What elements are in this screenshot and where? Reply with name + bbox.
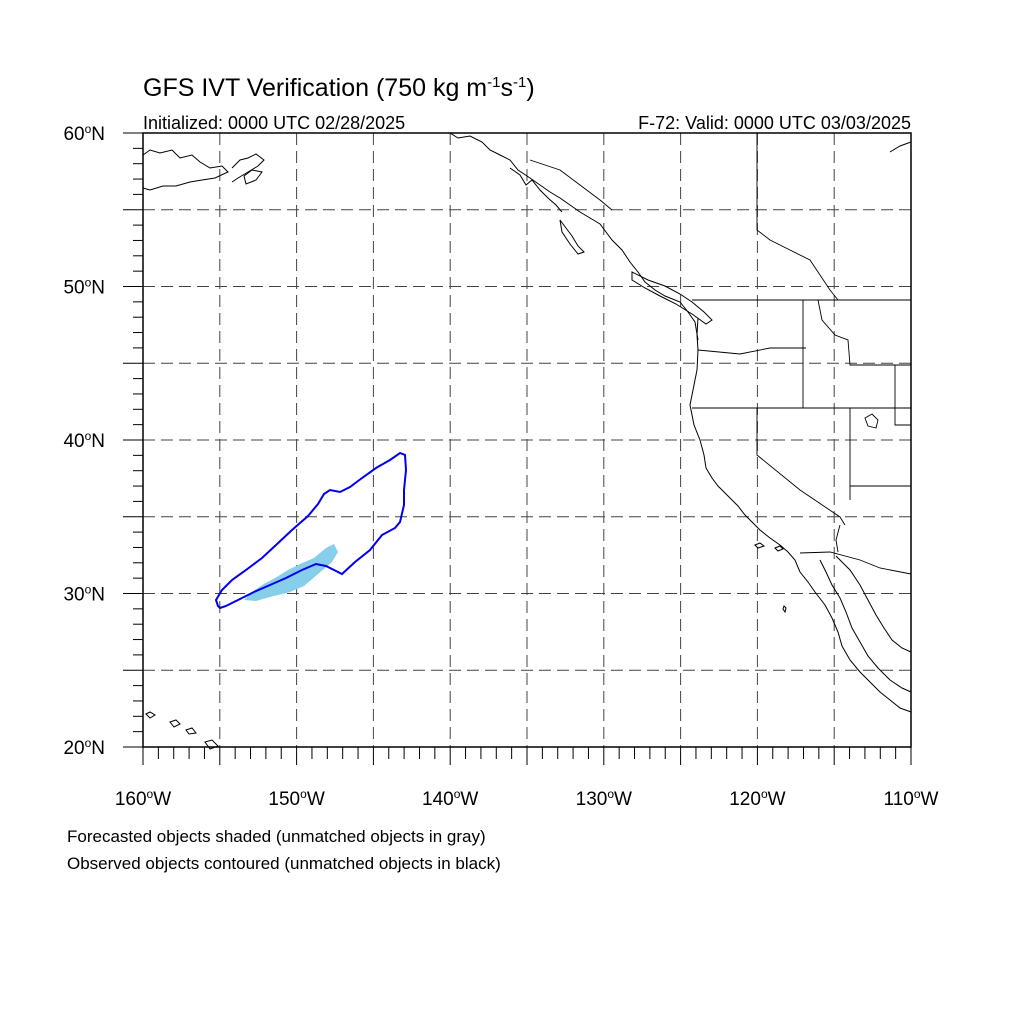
utah-east-border xyxy=(894,365,911,426)
lon-tick-label: 150oW xyxy=(268,787,324,810)
wa-or-border xyxy=(697,347,806,355)
great-salt-lake xyxy=(864,413,879,429)
latitude-labels: 60oN 50oN 40oN 30oN 20oN xyxy=(63,122,105,759)
hawaii-kauai xyxy=(145,711,156,719)
observed-legend-note: Observed objects contoured (unmatched ob… xyxy=(67,854,501,873)
colorado-river-border xyxy=(835,524,841,553)
hawaii-oahu xyxy=(169,719,181,728)
hawaii-maui xyxy=(185,727,197,735)
baja-east-coast xyxy=(819,559,912,693)
lon-tick-label: 120oW xyxy=(729,787,785,810)
guadalupe-island xyxy=(782,605,787,614)
map-border xyxy=(142,132,912,748)
forecast-legend-note: Forecasted objects shaded (unmatched obj… xyxy=(67,827,486,846)
graticule-grid xyxy=(143,133,911,747)
haida-gwaii xyxy=(559,219,585,255)
lat-tick-label: 60oN xyxy=(63,122,105,145)
forecast-object-shaded xyxy=(244,544,338,601)
kodiak-island xyxy=(243,169,263,185)
alexander-archipelago xyxy=(509,167,563,213)
mainland-mexico-coast xyxy=(835,555,912,653)
alberta-border xyxy=(756,133,839,301)
lon-tick-label: 140oW xyxy=(422,787,478,810)
alaska-bc-border xyxy=(529,159,613,211)
longitude-labels: 160oW 150oW 140oW 130oW 120oW 110oW xyxy=(115,787,939,810)
lat-tick-label: 30oN xyxy=(63,583,105,606)
lon-tick-label: 130oW xyxy=(576,787,632,810)
alaska-peninsula xyxy=(231,153,265,183)
idaho-montana-border xyxy=(817,299,911,366)
lon-tick-label: 160oW xyxy=(115,787,171,810)
valid-time-label: F-72: Valid: 0000 UTC 03/03/2025 xyxy=(638,113,911,133)
lon-tick-label: 110oW xyxy=(884,787,939,810)
axis-ticks xyxy=(123,132,912,765)
us-west-coast xyxy=(689,317,912,713)
us-mexico-border xyxy=(799,551,912,575)
figure-title: GFS IVT Verification (750 kg m-1s-1) xyxy=(143,74,535,102)
alaska-far-east xyxy=(889,141,912,153)
lat-tick-label: 40oN xyxy=(63,429,105,452)
coastlines xyxy=(142,132,912,750)
initialized-label: Initialized: 0000 UTC 02/28/2025 xyxy=(143,113,405,133)
vancouver-island xyxy=(631,271,713,325)
gulf-alaska-coast xyxy=(449,132,699,341)
political-borders xyxy=(529,133,912,575)
lat-tick-label: 50oN xyxy=(63,276,105,299)
nevada-ca-diagonal xyxy=(756,408,846,526)
observed-object-contour xyxy=(214,451,408,610)
lat-tick-label: 20oN xyxy=(63,736,105,759)
channel-islands xyxy=(754,542,784,552)
alaska-west-coast xyxy=(142,149,229,191)
